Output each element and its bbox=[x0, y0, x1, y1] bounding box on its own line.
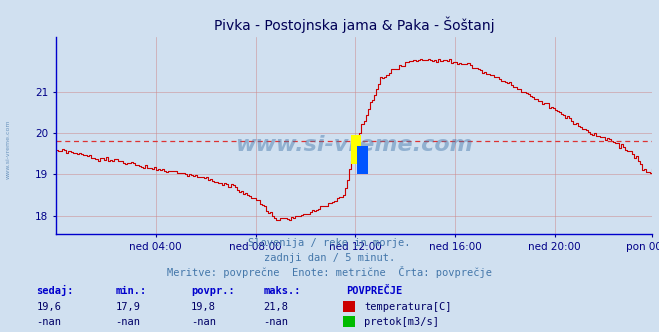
Text: sedaj:: sedaj: bbox=[36, 285, 74, 296]
Bar bbox=[357, 145, 368, 174]
Text: Meritve: povprečne  Enote: metrične  Črta: povprečje: Meritve: povprečne Enote: metrične Črta:… bbox=[167, 266, 492, 278]
Text: www.si-vreme.com: www.si-vreme.com bbox=[6, 120, 11, 179]
Title: Pivka - Postojnska jama & Paka - Šoštanj: Pivka - Postojnska jama & Paka - Šoštanj bbox=[214, 16, 494, 33]
Text: min.:: min.: bbox=[115, 286, 146, 296]
Text: POVPREČJE: POVPREČJE bbox=[346, 286, 402, 296]
Text: zadnji dan / 5 minut.: zadnji dan / 5 minut. bbox=[264, 253, 395, 263]
Text: -nan: -nan bbox=[36, 317, 61, 327]
Text: -nan: -nan bbox=[191, 317, 216, 327]
Text: 19,6: 19,6 bbox=[36, 302, 61, 312]
Text: www.si-vreme.com: www.si-vreme.com bbox=[235, 135, 473, 155]
Text: -nan: -nan bbox=[264, 317, 289, 327]
Text: 21,8: 21,8 bbox=[264, 302, 289, 312]
Text: maks.:: maks.: bbox=[264, 286, 301, 296]
Bar bbox=[351, 135, 362, 164]
Text: 19,8: 19,8 bbox=[191, 302, 216, 312]
Text: 17,9: 17,9 bbox=[115, 302, 140, 312]
Text: povpr.:: povpr.: bbox=[191, 286, 235, 296]
Text: Slovenija / reke in morje.: Slovenija / reke in morje. bbox=[248, 238, 411, 248]
Text: -nan: -nan bbox=[115, 317, 140, 327]
Text: temperatura[C]: temperatura[C] bbox=[364, 302, 452, 312]
Text: pretok[m3/s]: pretok[m3/s] bbox=[364, 317, 440, 327]
